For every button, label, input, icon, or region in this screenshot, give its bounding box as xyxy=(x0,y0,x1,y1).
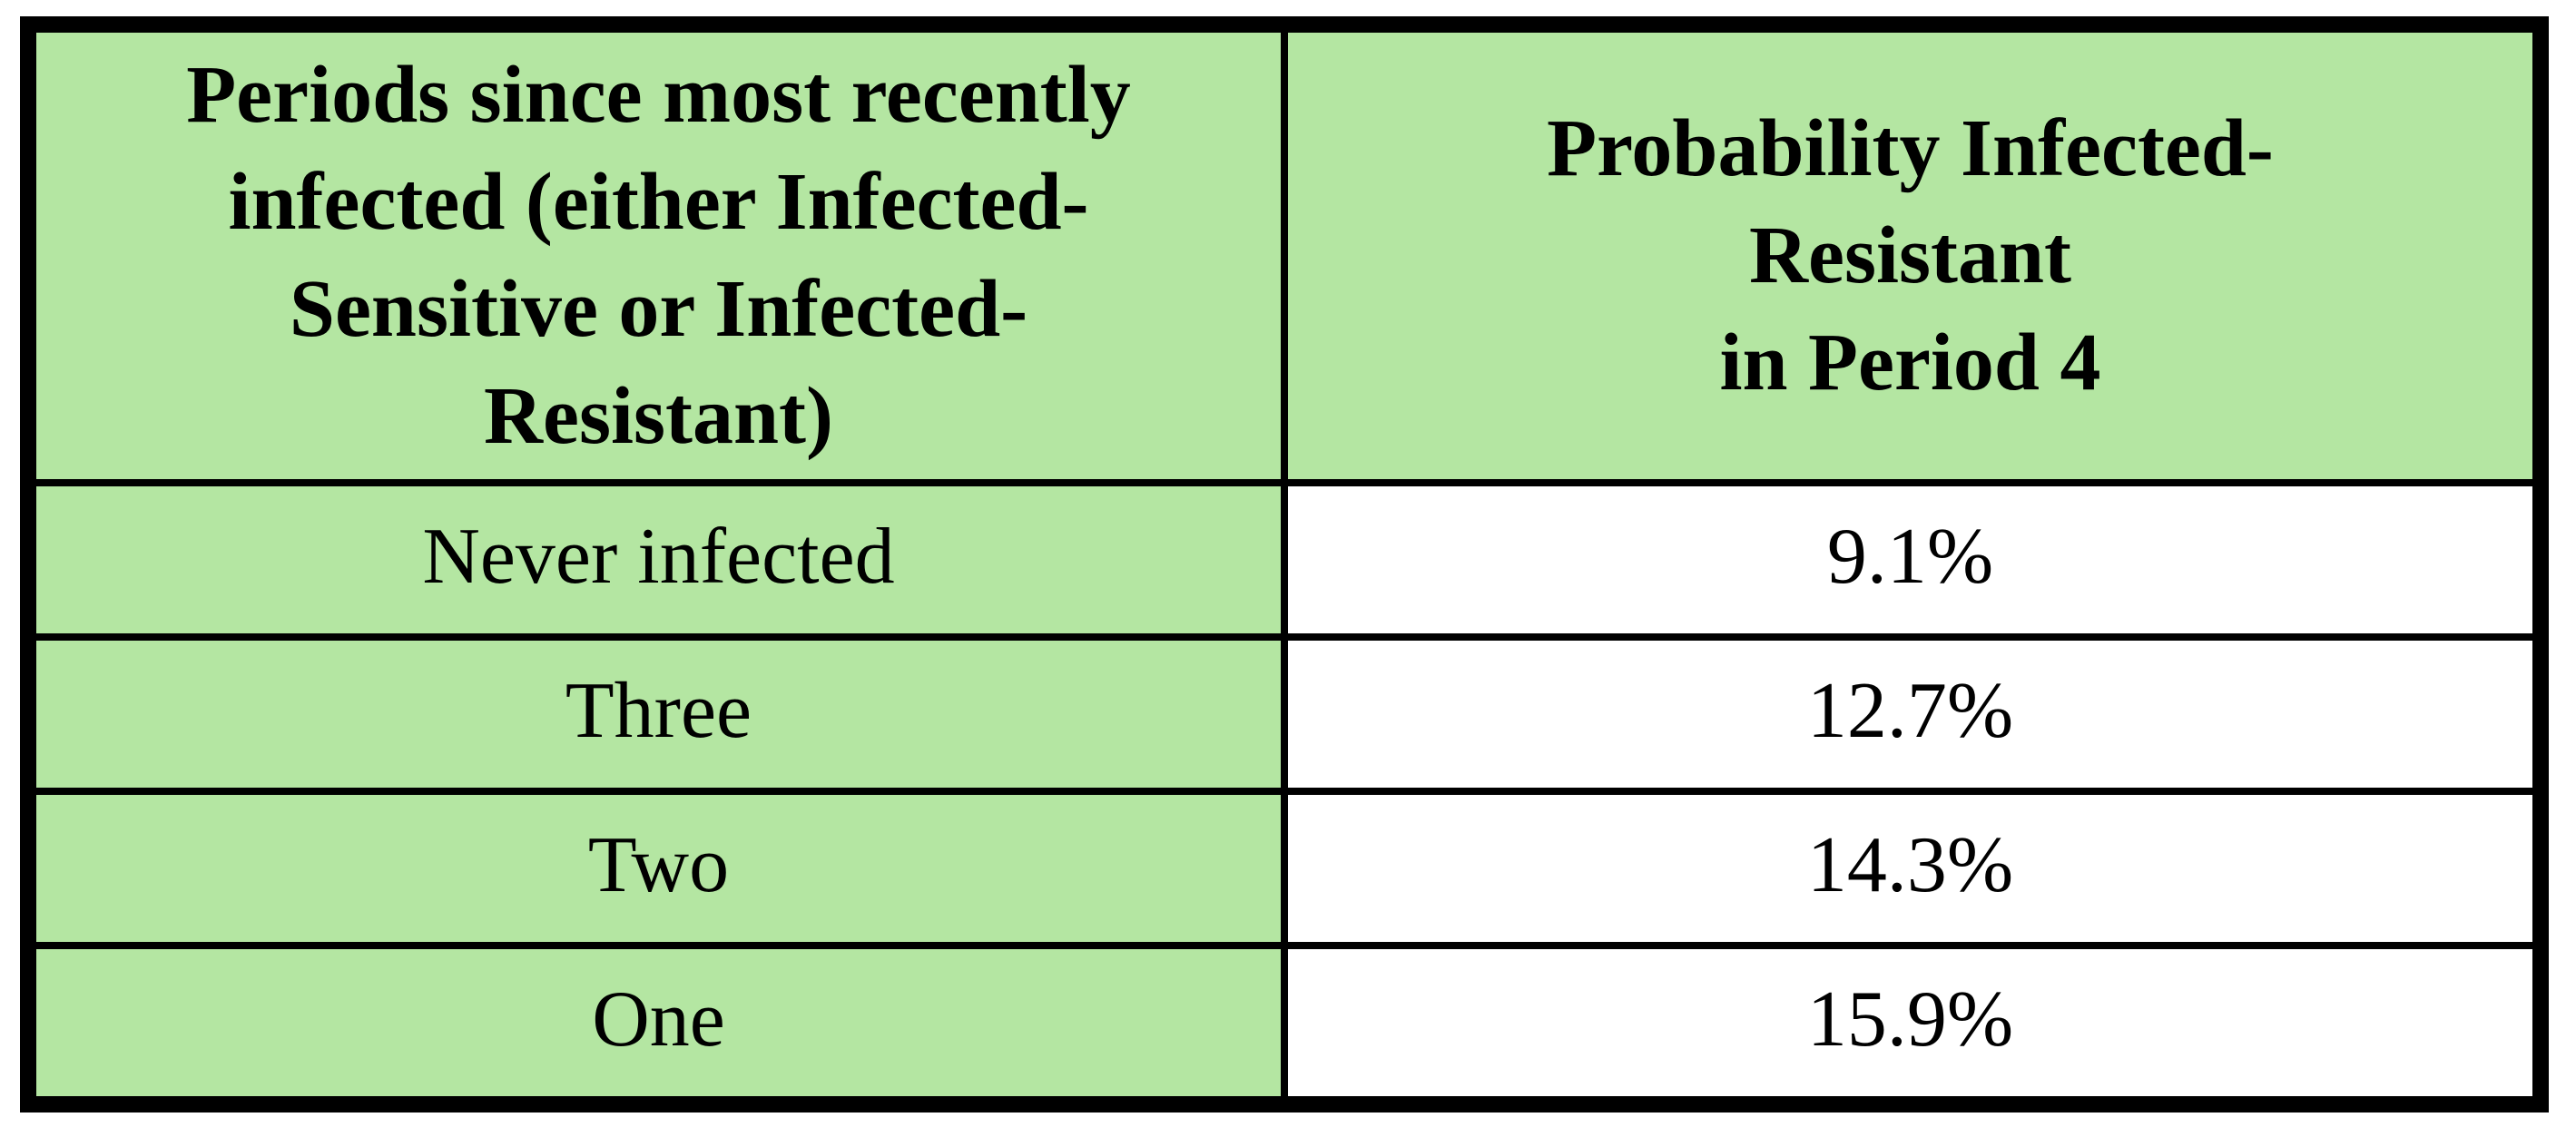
header-line: in Period 4 xyxy=(1719,318,2101,407)
header-line: Sensitive or Infected- xyxy=(289,264,1028,354)
table-row-label-one: One xyxy=(33,946,1284,1100)
row-label: Two xyxy=(587,821,730,909)
table-row-label-two: Two xyxy=(33,791,1284,946)
row-value: 14.3% xyxy=(1806,821,2014,909)
table-row-value-three: 12.7% xyxy=(1284,637,2536,791)
header-line: Periods since most recently xyxy=(186,50,1131,140)
data-table: Periods since most recently infected (ei… xyxy=(20,16,2549,1112)
header-cell-periods-since-infected: Periods since most recently infected (ei… xyxy=(33,29,1284,483)
header-line: Resistant xyxy=(1749,211,2071,300)
table-row-label-never-infected: Never infected xyxy=(33,483,1284,637)
row-label: One xyxy=(592,975,725,1063)
row-value: 12.7% xyxy=(1806,667,2014,755)
row-value: 15.9% xyxy=(1806,975,2014,1063)
row-label: Three xyxy=(565,667,752,755)
row-label: Never infected xyxy=(422,513,895,601)
table-row-value-one: 15.9% xyxy=(1284,946,2536,1100)
row-value: 9.1% xyxy=(1826,513,1994,601)
header-line: Resistant) xyxy=(484,371,833,461)
table-row-value-two: 14.3% xyxy=(1284,791,2536,946)
header-cell-probability-resistant: Probability Infected- Resistant in Perio… xyxy=(1284,29,2536,483)
header-line: Probability Infected- xyxy=(1547,103,2274,193)
table-row-label-three: Three xyxy=(33,637,1284,791)
header-line: infected (either Infected- xyxy=(228,157,1089,247)
table-row-value-never-infected: 9.1% xyxy=(1284,483,2536,637)
